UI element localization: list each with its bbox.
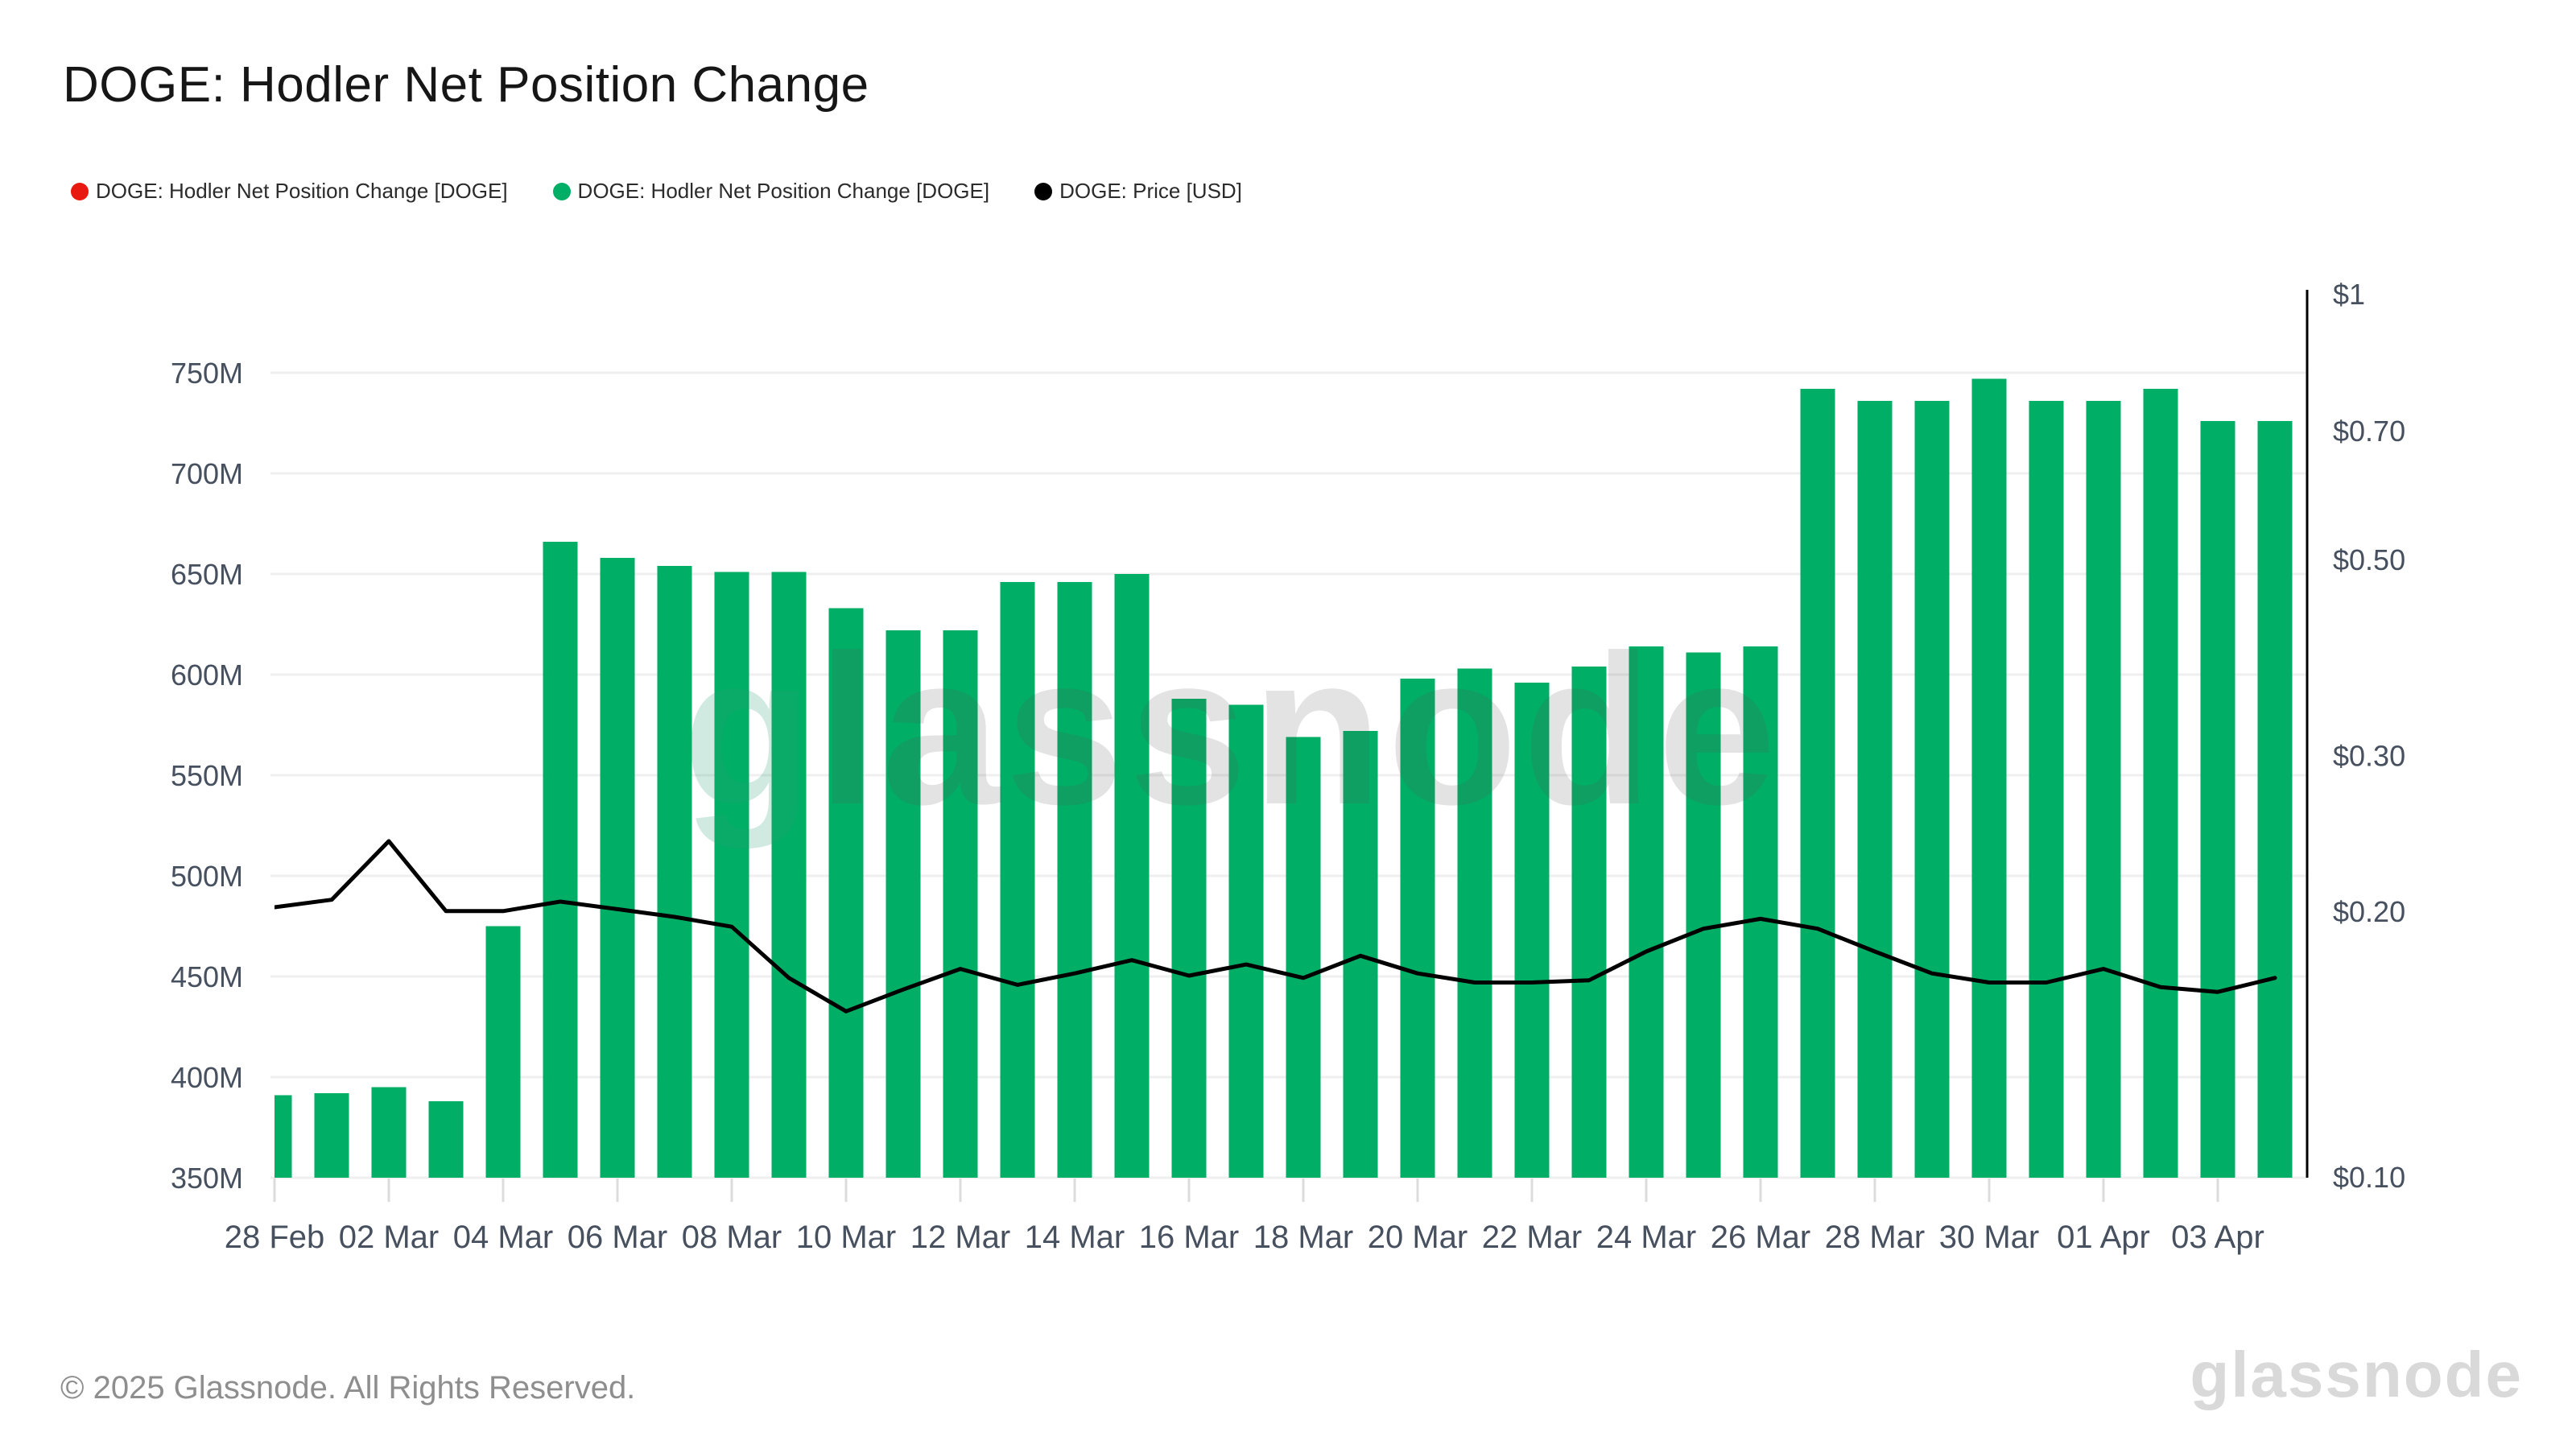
x-tick-label: 22 Mar (1482, 1220, 1583, 1255)
price-axis-label: $0.70 (2333, 415, 2405, 448)
legend-item-hodler-net-position-negative[interactable]: DOGE: Hodler Net Position Change [DOGE] (71, 179, 508, 204)
legend-marker-red-dot-icon (71, 182, 89, 200)
legend-label: DOGE: Price [USD] (1059, 179, 1242, 203)
y-axis-label: 550M (171, 759, 243, 792)
bar (1457, 668, 1492, 1178)
y-axis-label: 400M (171, 1061, 243, 1094)
bar (1800, 389, 1835, 1178)
bar (314, 1093, 349, 1178)
copyright-text: © 2025 Glassnode. All Rights Reserved. (60, 1370, 636, 1406)
x-tick-label: 14 Mar (1025, 1220, 1125, 1255)
bar (1171, 699, 1207, 1178)
bar (657, 566, 692, 1178)
bar (886, 630, 921, 1178)
bar (543, 542, 578, 1178)
bar (1686, 652, 1721, 1178)
legend-item-hodler-net-position-positive[interactable]: DOGE: Hodler Net Position Change [DOGE] (552, 179, 990, 204)
y-axis-label: 700M (171, 457, 243, 490)
bar (2143, 389, 2178, 1178)
x-tick-label: 12 Mar (910, 1220, 1011, 1255)
x-tick-label: 02 Mar (339, 1220, 440, 1255)
x-tick-label: 01 Apr (2057, 1220, 2150, 1255)
x-tick-label: 08 Mar (682, 1220, 782, 1255)
y-axis-label: 650M (171, 558, 243, 591)
y-axis-label: 350M (171, 1162, 243, 1195)
x-axis-labels: 28 Feb 02 Mar 04 Mar 06 Mar 08 Mar 10 Mar 12 M… (225, 1179, 2264, 1255)
price-axis-label: $1 (2333, 278, 2365, 311)
x-tick-label: 10 Mar (796, 1220, 897, 1255)
x-tick-label: 06 Mar (568, 1220, 668, 1255)
glassnode-logo: glassnode (2190, 1339, 2523, 1410)
legend: DOGE: Hodler Net Position Change [DOGE] … (71, 179, 1242, 204)
bar (1114, 574, 1150, 1178)
bar (1629, 646, 1664, 1178)
price-line (275, 839, 2277, 1013)
bar (2257, 421, 2293, 1178)
bar (943, 630, 978, 1178)
y-axis-label: 600M (171, 658, 243, 691)
bar (771, 572, 807, 1178)
x-tick-label: 26 Mar (1711, 1220, 1811, 1255)
x-tick-label: 20 Mar (1368, 1220, 1468, 1255)
bar (1971, 378, 2007, 1178)
price-axis-label: $0.20 (2333, 895, 2405, 928)
bar (1057, 582, 1092, 1178)
y-axis-labels: 350M 400M 450M 500M 550M 600M 650M 700M 750M (171, 357, 243, 1195)
bar (275, 1095, 292, 1178)
y-axis-label: 750M (171, 357, 243, 390)
bar (1286, 737, 1321, 1178)
bar (485, 926, 521, 1178)
page-title: DOGE: Hodler Net Position Change (63, 57, 869, 113)
legend-marker-black-dot-icon (1034, 182, 1053, 200)
bar (1914, 401, 1950, 1178)
legend-label: DOGE: Hodler Net Position Change [DOGE] (577, 179, 990, 203)
bar (1571, 667, 1607, 1178)
bar (1400, 679, 1435, 1178)
bar (1228, 704, 1264, 1178)
price-axis-label: $0.10 (2333, 1161, 2405, 1194)
legend-item-price-usd[interactable]: DOGE: Price [USD] (1034, 179, 1242, 204)
bar (1857, 401, 1893, 1178)
x-tick-label: 03 Apr (2171, 1220, 2264, 1255)
watermark-glassnode: glassnode (683, 611, 1781, 850)
bar (2086, 401, 2121, 1178)
x-tick-label: 04 Mar (453, 1220, 554, 1255)
bar (1514, 683, 1550, 1178)
x-tick-label: 18 Mar (1253, 1220, 1354, 1255)
bar (428, 1101, 464, 1178)
price-axis-labels: $1 $0.70 $0.50 $0.30 $0.20 $0.10 (2333, 278, 2405, 1194)
price-axis-label: $0.50 (2333, 543, 2405, 576)
bar (828, 608, 864, 1178)
bar (1743, 646, 1778, 1178)
bars-series (275, 378, 2293, 1178)
bar (371, 1087, 407, 1178)
y-axis-label: 500M (171, 860, 243, 893)
bar (2029, 401, 2064, 1178)
legend-label: DOGE: Hodler Net Position Change [DOGE] (96, 179, 508, 203)
legend-marker-green-dot-icon (552, 182, 571, 200)
price-axis-label: $0.30 (2333, 740, 2405, 773)
x-tick-label: 24 Mar (1596, 1220, 1697, 1255)
x-tick-label: 28 Feb (225, 1220, 325, 1255)
y-axis-label: 450M (171, 960, 243, 993)
x-tick-label: 16 Mar (1139, 1220, 1240, 1255)
x-tick-label: 30 Mar (1939, 1220, 2040, 1255)
bar (600, 558, 635, 1178)
x-tick-label: 28 Mar (1825, 1220, 1926, 1255)
bar (714, 572, 749, 1178)
bar (2200, 421, 2235, 1178)
bar (1000, 582, 1035, 1178)
